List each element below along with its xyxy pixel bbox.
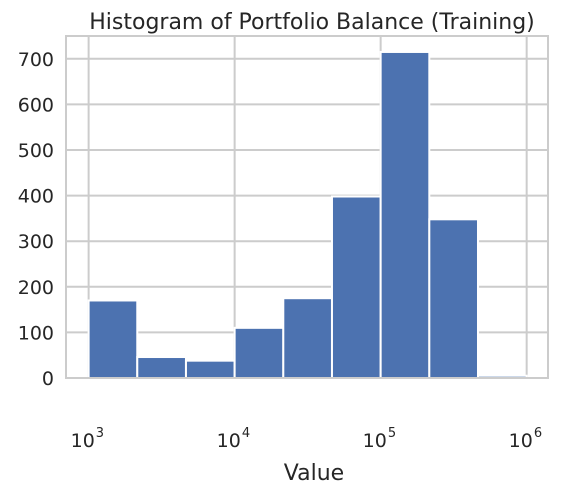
chart-title: Histogram of Portfolio Balance (Training… — [89, 10, 535, 35]
y-tick-label: 600 — [18, 94, 54, 116]
y-tick-label: 100 — [18, 322, 54, 344]
y-tick-label: 200 — [18, 277, 54, 299]
histogram-bar — [330, 195, 382, 379]
bars-layer — [87, 50, 528, 380]
y-tick-label: 0 — [42, 368, 54, 390]
histogram-bar — [282, 297, 333, 380]
y-axis-ticks: 0 100 200 300 400 500 600 700 — [18, 49, 54, 390]
x-tick-label: 105 — [363, 426, 396, 452]
x-axis-title: Value — [284, 461, 344, 486]
x-tick-label: 103 — [71, 426, 104, 452]
plot-frame — [65, 35, 549, 379]
histogram-bar — [428, 218, 479, 379]
histogram-bar — [184, 359, 236, 379]
histogram-bar — [136, 356, 187, 379]
x-tick-label: 106 — [509, 426, 542, 452]
x-tick-label: 104 — [217, 426, 250, 452]
histogram-bar — [379, 50, 431, 380]
y-tick-label: 400 — [18, 186, 54, 208]
y-tick-label: 700 — [18, 49, 54, 71]
histogram-bar — [87, 299, 139, 380]
y-tick-label: 500 — [18, 140, 54, 162]
histogram-bar — [233, 326, 285, 379]
x-axis-ticks: 103 104 105 106 — [71, 426, 543, 452]
y-tick-label: 300 — [18, 231, 54, 253]
